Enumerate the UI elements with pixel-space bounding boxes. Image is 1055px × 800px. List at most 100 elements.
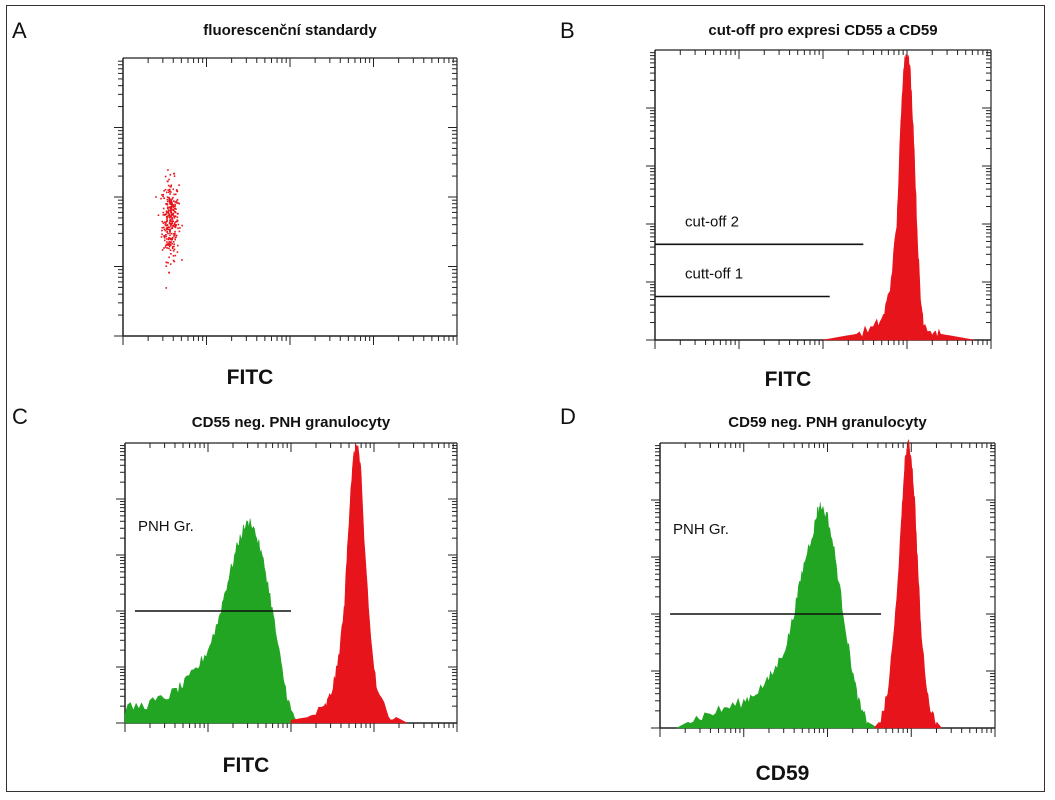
scatter-point xyxy=(165,222,167,225)
scatter-point xyxy=(155,196,157,198)
scatter-point xyxy=(168,237,171,239)
scatter-point xyxy=(165,265,168,268)
panel-letter: A xyxy=(12,18,27,43)
scatter-point xyxy=(181,224,183,227)
scatter-point xyxy=(177,223,180,226)
scatter-point xyxy=(168,191,170,193)
scatter-point xyxy=(176,190,179,193)
scatter-point xyxy=(165,220,167,223)
scatter-point xyxy=(163,236,166,239)
scatter-point xyxy=(165,224,167,227)
scatter-point xyxy=(173,222,176,225)
scatter-point xyxy=(174,238,177,241)
scatter-point xyxy=(170,227,173,230)
scatter-point xyxy=(169,230,171,233)
annotation-label-1: PNH Gr. xyxy=(138,518,194,535)
scatter-point xyxy=(173,243,175,246)
scatter-point xyxy=(171,222,174,225)
scatter-point xyxy=(165,261,168,264)
scatter-point xyxy=(170,244,172,246)
scatter-point xyxy=(164,214,166,216)
scatter-point xyxy=(165,215,168,218)
scatter-point xyxy=(168,245,171,248)
scatter-point xyxy=(162,211,165,214)
scatter-point xyxy=(170,191,172,193)
scatter-point xyxy=(169,242,171,244)
annotation-label-1: cut-off 2 xyxy=(685,213,739,230)
scatter-point xyxy=(166,191,168,194)
scatter-point xyxy=(166,238,168,240)
scatter-point xyxy=(173,260,176,263)
scatter-point xyxy=(172,188,175,191)
scatter-point xyxy=(166,244,169,246)
scatter-point xyxy=(177,202,179,204)
scatter-point xyxy=(170,199,172,202)
scatter-point xyxy=(167,232,169,235)
scatter-point xyxy=(172,259,175,262)
scatter-point xyxy=(174,215,177,218)
scatter-point xyxy=(164,188,167,191)
scatter-point xyxy=(171,218,174,221)
scatter-point xyxy=(168,201,171,204)
scatter-point xyxy=(172,204,175,206)
scatter-point xyxy=(168,190,171,192)
scatter-point xyxy=(174,254,177,257)
histogram-series-1 xyxy=(676,502,879,729)
scatter-point xyxy=(174,230,176,233)
scatter-point xyxy=(168,178,170,181)
scatter-point xyxy=(163,235,166,238)
scatter-point xyxy=(163,235,166,237)
scatter-point xyxy=(165,203,168,205)
chart-title: CD59 neg. PNH granulocyty xyxy=(728,414,927,431)
scatter-point xyxy=(169,229,171,231)
y-ticks xyxy=(114,60,457,337)
scatter-point xyxy=(176,219,179,221)
scatter-point xyxy=(170,211,172,213)
scatter-point xyxy=(171,237,173,240)
scatter-point xyxy=(167,189,170,191)
scatter-point xyxy=(166,198,169,201)
scatter-point xyxy=(171,202,173,204)
scatter-point xyxy=(178,202,181,205)
scatter-point xyxy=(166,228,168,230)
scatter-point xyxy=(176,251,179,253)
x-ticks xyxy=(122,58,458,345)
histogram-series-1 xyxy=(124,518,299,724)
scatter-point xyxy=(167,215,169,218)
scatter-point xyxy=(168,206,171,208)
scatter-point xyxy=(171,209,173,211)
scatter-point xyxy=(166,196,169,198)
scatter-point xyxy=(171,203,173,206)
scatter-point xyxy=(161,226,164,229)
scatter-point xyxy=(163,221,166,224)
x-axis-label: CD59 xyxy=(756,762,810,785)
panel-letter: C xyxy=(12,404,28,429)
scatter-point xyxy=(166,200,169,203)
x-ticks xyxy=(124,443,458,732)
scatter-point xyxy=(168,216,171,219)
histogram-series-1 xyxy=(822,54,975,341)
scatter-point xyxy=(161,194,163,196)
scatter-point xyxy=(174,201,177,203)
scatter-point xyxy=(174,193,177,196)
scatter-point xyxy=(173,210,176,213)
y-ticks xyxy=(116,445,457,724)
chart-title: CD55 neg. PNH granulocyty xyxy=(192,414,391,431)
scatter-point xyxy=(169,234,171,237)
scatter-point xyxy=(164,229,167,232)
scatter-point xyxy=(171,198,174,200)
scatter-point xyxy=(176,198,179,201)
scatter-point xyxy=(168,215,171,217)
scatter-point xyxy=(169,220,172,223)
scatter-point xyxy=(165,243,168,246)
scatter-point xyxy=(172,209,175,212)
scatter-point xyxy=(166,220,169,223)
scatter-point xyxy=(169,218,172,221)
scatter-point xyxy=(174,205,176,207)
scatter-point xyxy=(168,200,171,202)
scatter-point xyxy=(176,216,179,218)
scatter-point xyxy=(171,238,173,241)
scatter-point xyxy=(166,231,168,233)
scatter-point xyxy=(165,244,167,247)
scatter-point xyxy=(170,200,172,203)
